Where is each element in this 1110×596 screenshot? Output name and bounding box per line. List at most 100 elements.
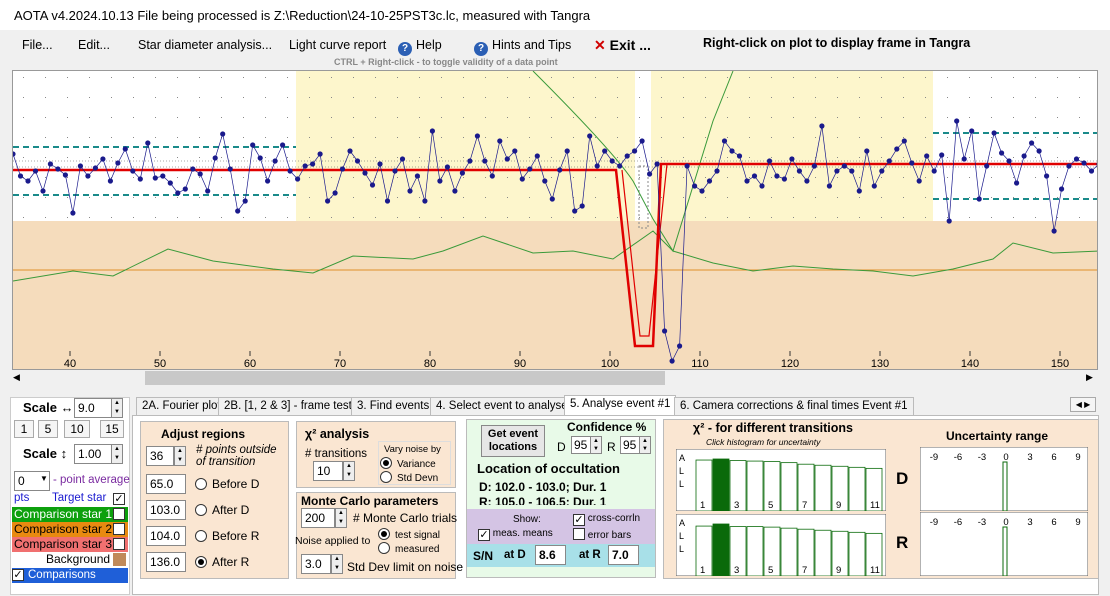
confidence-d-spinner[interactable]: ▲ ▼ — [590, 436, 602, 454]
data-point[interactable] — [384, 198, 391, 204]
test-signal-radio[interactable] — [378, 528, 390, 540]
data-point[interactable] — [287, 168, 293, 174]
data-point[interactable] — [310, 161, 316, 167]
data-point[interactable] — [115, 160, 121, 166]
data-point[interactable] — [137, 176, 143, 182]
data-point[interactable] — [362, 170, 368, 176]
data-point[interactable] — [654, 161, 660, 167]
after-d-input[interactable]: 103.0 — [146, 500, 186, 520]
std-limit-spinner[interactable]: ▲ ▼ — [331, 554, 343, 574]
trials-input[interactable]: 200 — [301, 508, 335, 528]
measured-radio[interactable] — [378, 542, 390, 554]
data-point[interactable] — [414, 173, 420, 179]
confidence-r-spinner[interactable]: ▲ ▼ — [639, 436, 651, 454]
std-limit-input[interactable]: 3.0 — [301, 554, 331, 574]
chevron-down-icon[interactable]: ▼ — [40, 474, 48, 483]
tab-scroll-arrows-icon[interactable]: ◀ ▶ — [1070, 397, 1096, 412]
data-point[interactable] — [182, 186, 188, 192]
data-point[interactable] — [489, 173, 495, 179]
confidence-d-input[interactable]: 95 — [571, 436, 591, 454]
data-point[interactable] — [886, 158, 892, 164]
data-point[interactable] — [931, 168, 937, 174]
data-point[interactable] — [669, 358, 675, 364]
data-point[interactable] — [662, 328, 668, 334]
data-point[interactable] — [47, 161, 54, 167]
before-r-radio[interactable] — [195, 530, 207, 542]
before-r-input[interactable]: 104.0 — [146, 526, 186, 546]
data-point[interactable] — [804, 178, 810, 184]
data-point[interactable] — [257, 155, 263, 161]
meas-means-option[interactable]: ✓ meas. means — [478, 528, 553, 541]
data-point[interactable] — [751, 173, 758, 179]
data-point[interactable] — [849, 168, 855, 174]
comp1-checkbox[interactable] — [113, 508, 125, 520]
before-d-option[interactable]: Before D — [195, 477, 259, 491]
menu-star-diameter[interactable]: Star diameter analysis... — [138, 38, 273, 52]
data-point[interactable] — [62, 172, 68, 178]
variance-option[interactable]: Variance — [380, 457, 436, 470]
before-r-option[interactable]: Before R — [195, 529, 259, 543]
measured-option[interactable]: measured — [378, 542, 439, 555]
hist-bar[interactable] — [814, 529, 832, 576]
data-point[interactable] — [796, 168, 803, 174]
data-point[interactable] — [160, 173, 166, 179]
data-point[interactable] — [826, 183, 833, 189]
scale-spinner[interactable]: ▲ ▼ — [111, 398, 123, 418]
after-r-input[interactable]: 136.0 — [146, 552, 186, 572]
data-point[interactable] — [564, 148, 570, 154]
data-point[interactable] — [864, 148, 870, 154]
data-point[interactable] — [519, 176, 525, 182]
vscale-spinner[interactable]: ▲ ▼ — [111, 444, 123, 464]
trials-spinner[interactable]: ▲ ▼ — [335, 508, 347, 528]
scale-input[interactable]: 9.0 — [74, 398, 112, 418]
data-point[interactable] — [954, 118, 960, 124]
hist-bar[interactable] — [712, 458, 730, 511]
data-point[interactable] — [1051, 228, 1057, 234]
data-point[interactable] — [55, 166, 61, 172]
scale-button-5[interactable]: 5 — [38, 420, 58, 438]
data-point[interactable] — [459, 170, 465, 176]
data-point[interactable] — [497, 138, 503, 144]
data-point[interactable] — [130, 168, 136, 174]
scroll-right-arrow-icon[interactable]: ▶ — [1086, 372, 1093, 382]
data-point[interactable] — [70, 210, 76, 216]
data-point[interactable] — [781, 176, 788, 182]
data-point[interactable] — [242, 198, 248, 204]
before-d-radio[interactable] — [195, 478, 207, 490]
data-point[interactable] — [834, 168, 840, 174]
data-point[interactable] — [152, 175, 158, 181]
data-point[interactable] — [504, 156, 510, 162]
tab-select-event[interactable]: 4. Select event to analyse — [430, 397, 574, 415]
data-point[interactable] — [399, 156, 406, 162]
scale-button-1[interactable]: 1 — [14, 420, 34, 438]
data-point[interactable] — [572, 208, 578, 214]
scroll-left-arrow-icon[interactable]: ◀ — [13, 372, 20, 382]
data-point[interactable] — [325, 198, 331, 204]
data-point[interactable] — [894, 146, 900, 152]
data-point[interactable] — [280, 142, 286, 148]
data-point[interactable] — [879, 168, 885, 174]
data-point[interactable] — [766, 158, 773, 164]
data-point[interactable] — [512, 148, 518, 154]
data-point[interactable] — [1006, 158, 1012, 164]
data-point[interactable] — [444, 164, 450, 170]
data-point[interactable] — [706, 178, 713, 184]
points-outside-input[interactable]: 36 — [146, 446, 174, 466]
data-point[interactable] — [167, 180, 173, 186]
scale-button-15[interactable]: 15 — [100, 420, 124, 438]
data-point[interactable] — [452, 188, 458, 194]
data-point[interactable] — [467, 158, 473, 164]
data-point[interactable] — [587, 133, 593, 139]
data-point[interactable] — [692, 183, 698, 189]
scale-button-10[interactable]: 10 — [64, 420, 90, 438]
data-point[interactable] — [939, 152, 945, 158]
data-point[interactable] — [369, 182, 376, 188]
hist-bar[interactable] — [848, 466, 866, 511]
menu-light-curve-report[interactable]: Light curve report — [289, 38, 387, 52]
data-point[interactable] — [924, 153, 930, 159]
data-point[interactable] — [100, 156, 106, 162]
error-bars-checkbox[interactable] — [573, 528, 585, 540]
data-point[interactable] — [557, 167, 563, 173]
data-point[interactable] — [909, 160, 915, 166]
